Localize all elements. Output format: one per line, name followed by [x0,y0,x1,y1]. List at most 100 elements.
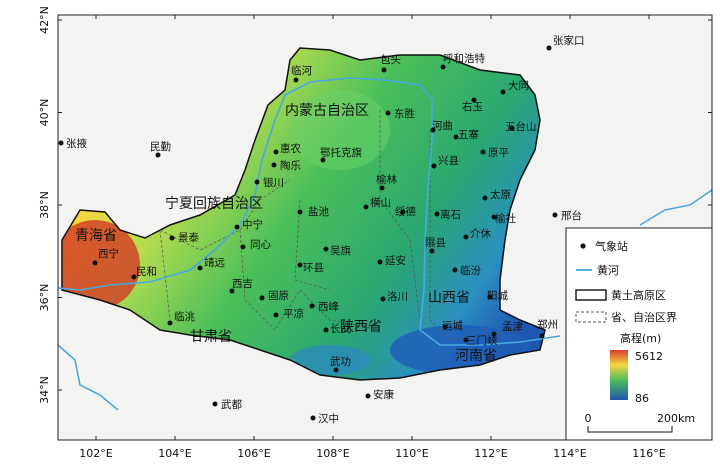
station-label: 原平 [488,147,509,159]
station-marker [509,125,515,131]
station-label: 安康 [373,388,394,401]
legend-station-symbol [580,243,586,249]
station-label: 惠农 [280,142,301,155]
region-label: 内蒙古自治区 [285,103,369,119]
station-marker [385,110,391,116]
station-marker [539,333,545,339]
scale-label: 0 [585,412,592,425]
region-label: 山西省 [428,290,470,306]
lon-label: 110°E [395,447,428,460]
station-label: 郑州 [537,318,558,331]
station-label: 东胜 [394,107,415,120]
station-label: 临汾 [460,264,481,277]
legend-box [565,227,713,441]
lon-label: 114°E [553,447,586,460]
station-marker [273,312,279,318]
station-label: 横山 [370,196,391,209]
lat-label: 34°N [38,376,51,404]
station-label: 民和 [136,266,157,278]
station-marker [453,134,459,140]
scale-bar [587,426,673,433]
station-marker [323,327,329,333]
station-label: 景泰 [178,231,199,244]
station-label: 银川 [263,176,284,189]
station-label: 平凉 [283,307,304,320]
station-marker [293,77,299,83]
scale-label: 200km [657,412,695,425]
station-marker [365,393,371,399]
station-marker [491,214,497,220]
region-label: 河南省 [455,348,497,364]
lat-label: 40°N [38,99,51,127]
station-label: 孟津 [502,321,523,333]
station-label: 五台山 [505,120,537,133]
region-label: 陕西省 [340,319,382,335]
station-marker [431,163,437,169]
legend-loess-symbol [575,289,607,301]
station-marker [273,149,279,155]
station-marker [379,185,385,191]
station-label: 离石 [440,208,461,221]
lon-label: 112°E [474,447,507,460]
station-marker [363,204,369,210]
lon-label: 108°E [316,447,349,460]
station-label: 张家口 [553,34,585,47]
station-label: 阳城 [487,290,508,302]
station-marker [482,195,488,201]
station-label: 民勤 [150,140,171,153]
station-marker [380,296,386,302]
station-label: 延安 [385,254,406,267]
loess-boundary [61,47,546,381]
station-marker [546,45,552,51]
station-marker [480,149,486,155]
station-marker [434,211,440,217]
station-label: 中宁 [242,218,263,231]
station-marker [240,244,246,250]
station-label: 洛川 [387,290,408,303]
station-marker [155,152,161,158]
lon-label: 104°E [158,447,191,460]
legend-label: 黄河 [597,263,619,277]
station-marker [491,331,497,337]
station-label: 右玉 [462,100,483,113]
station-marker [234,224,240,230]
station-marker [552,212,558,218]
station-marker [429,248,435,254]
station-label: 五寨 [458,128,479,141]
station-label: 汉中 [318,412,339,425]
station-marker [259,295,265,301]
station-label: 同心 [250,239,271,251]
legend-boundary-symbol [575,311,607,323]
station-label: 盐池 [308,205,329,218]
graticule-labels: 102°E 104°E 106°E 108°E 110°E 112°E 114°E 116°E… [38,6,712,460]
station-marker [487,294,493,300]
station-label: 介休 [470,228,491,240]
station-marker [271,162,277,168]
station-label: 兴县 [438,155,459,167]
legend-label: 省、自治区界 [611,310,677,324]
station-marker [169,235,175,241]
colorbar [610,350,628,400]
station-marker [381,67,387,73]
station-marker [323,246,329,252]
colorbar-label: 86 [635,392,649,405]
station-marker [254,179,260,185]
station-label: 临洮 [174,310,195,323]
region-label: 青海省 [75,228,117,244]
lon-label: 102°E [79,447,112,460]
station-label: 隰县 [425,237,446,249]
lon-label: 116°E [632,447,665,460]
station-marker [310,415,316,421]
station-marker [197,265,203,271]
legend-label: 气象站 [595,239,628,253]
station-marker [471,97,477,103]
station-label: 吴旗 [330,244,351,257]
station-label: 武都 [221,398,242,411]
station-label: 西吉 [232,278,253,290]
legend-title: 高程(m) [620,331,661,345]
station-label: 临河 [291,64,312,77]
station-marker [377,259,383,265]
station-marker [297,262,303,268]
